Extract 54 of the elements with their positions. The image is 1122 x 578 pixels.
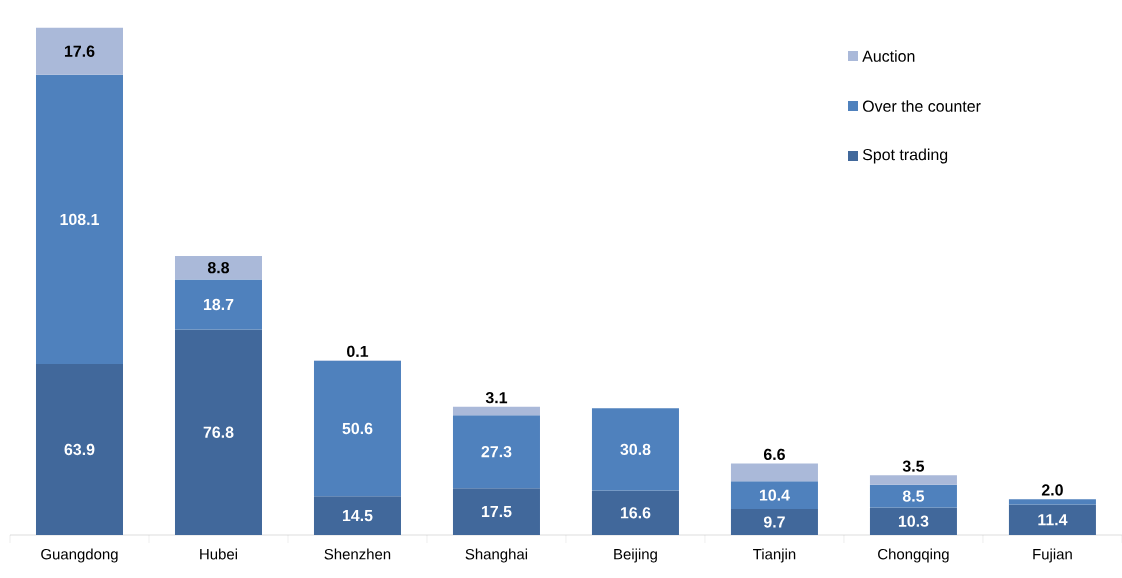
bar <box>35 27 123 75</box>
bar <box>869 475 957 485</box>
x-tick-label: Shanghai <box>465 548 528 563</box>
bar <box>730 463 818 482</box>
data-label: 8.8 <box>207 262 230 274</box>
bar <box>174 329 262 535</box>
data-label: 0.1 <box>347 345 369 358</box>
legend-label: Auction <box>862 50 915 62</box>
data-label: 8.5 <box>902 490 925 502</box>
bar <box>35 364 123 535</box>
data-label: 27.3 <box>481 446 512 458</box>
bar <box>174 279 262 330</box>
data-label: 108.1 <box>60 213 99 226</box>
bar <box>730 509 818 535</box>
bar <box>452 488 540 535</box>
x-tick-label: Beijing <box>614 548 657 563</box>
bar <box>313 360 401 497</box>
bar <box>313 496 401 535</box>
data-label: 9.7 <box>763 516 785 528</box>
bar <box>869 507 957 535</box>
data-label: 10.3 <box>898 515 929 527</box>
bar <box>591 490 679 535</box>
data-label: 18.7 <box>203 298 234 311</box>
legend-label: Spot trading <box>862 148 948 164</box>
data-label: 3.1 <box>485 392 508 404</box>
bar <box>452 406 540 416</box>
data-label: 76.8 <box>203 426 234 438</box>
bar <box>35 74 123 365</box>
bar <box>452 415 540 489</box>
data-label: 14.5 <box>342 510 373 522</box>
data-label: 11.4 <box>1038 514 1068 526</box>
x-tick-label: Shenzhen <box>324 548 391 560</box>
data-label: 30.8 <box>620 443 651 456</box>
x-tick-label: Tianjin <box>753 548 796 563</box>
x-tick-label: Guangdong <box>41 548 118 563</box>
data-label: 17.6 <box>64 45 95 57</box>
data-label: 63.9 <box>64 443 95 456</box>
x-tick-label: Fujian <box>1033 548 1072 563</box>
data-label: 17.5 <box>481 506 512 518</box>
x-tick-label: Hubei <box>200 548 237 560</box>
bar <box>1008 499 1096 505</box>
data-label: 10.4 <box>759 489 790 501</box>
data-label: 2.0 <box>1041 484 1063 496</box>
data-label: 50.6 <box>342 422 373 435</box>
data-label: 6.6 <box>763 448 785 461</box>
data-label: 3.5 <box>902 460 925 472</box>
x-tick-label: Chongqing <box>878 548 949 563</box>
legend-label: Over the counter <box>862 100 981 112</box>
data-label: 16.6 <box>620 507 651 519</box>
bar <box>591 408 679 491</box>
bar <box>730 481 818 510</box>
bar <box>174 255 262 280</box>
bar <box>1008 504 1096 535</box>
bar <box>869 484 957 508</box>
